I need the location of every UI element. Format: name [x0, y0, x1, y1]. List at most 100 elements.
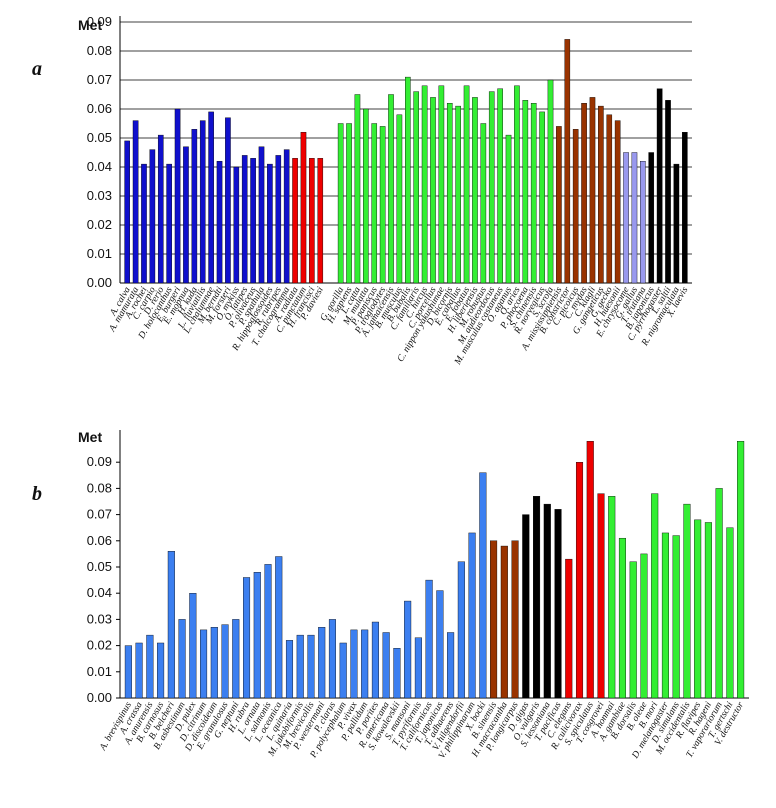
y-tick-label: 0.07 [87, 507, 112, 522]
bar [514, 85, 520, 284]
bar [124, 140, 130, 284]
y-tick-label: 0.08 [87, 480, 112, 495]
bar [354, 94, 361, 284]
y-tick-label: 0.06 [87, 101, 112, 116]
bar [522, 100, 529, 284]
bar [737, 441, 745, 699]
bar [430, 97, 436, 284]
bar [543, 503, 551, 699]
bar [598, 105, 604, 284]
y-tick-label: 0.05 [87, 130, 112, 145]
bar [539, 111, 545, 284]
bar [589, 97, 596, 284]
bar [328, 619, 336, 699]
bar [640, 160, 646, 284]
bar [292, 158, 298, 284]
bar [388, 94, 394, 284]
bar [468, 532, 476, 699]
bar [640, 553, 648, 699]
bar [505, 134, 512, 284]
bar [233, 166, 240, 284]
bar [554, 509, 562, 699]
y-tick-label: 0.02 [87, 217, 112, 232]
bar [556, 126, 562, 284]
y-tick-label: 0.01 [87, 246, 112, 261]
bar [285, 640, 294, 699]
bar [124, 645, 132, 699]
bar [283, 149, 290, 284]
bar [167, 551, 175, 699]
bar [241, 155, 248, 284]
bar [715, 488, 723, 699]
bar [575, 462, 584, 699]
bar [533, 496, 541, 699]
y-tick-label: 0.06 [87, 533, 112, 548]
bar [490, 540, 498, 699]
bar [614, 120, 621, 284]
bar [547, 79, 554, 284]
bar [350, 629, 358, 699]
bar [396, 114, 403, 284]
bar [682, 131, 688, 284]
bar [629, 561, 637, 699]
bar [157, 134, 164, 284]
bar [208, 111, 214, 284]
bar [221, 624, 229, 699]
bar [149, 149, 156, 284]
bar [530, 102, 537, 284]
bar [166, 163, 172, 284]
y-tick-label: 0.03 [87, 611, 112, 626]
bar [371, 621, 379, 699]
bar [253, 572, 261, 699]
y-tick-label: 0.04 [87, 159, 112, 174]
bar [480, 123, 487, 284]
bar [438, 85, 445, 284]
bar [183, 146, 189, 284]
bar [672, 535, 680, 699]
bar [413, 91, 419, 284]
bar [522, 514, 530, 699]
bar [178, 619, 186, 699]
bar [564, 39, 571, 284]
bar [623, 152, 629, 284]
bar [371, 123, 378, 284]
y-tick-label: 0.00 [87, 690, 112, 705]
y-tick-label: 0.02 [87, 638, 112, 653]
bar [651, 493, 659, 699]
bar [191, 129, 198, 284]
bar [382, 632, 390, 699]
bar [404, 600, 412, 699]
bar [216, 160, 223, 284]
bar [393, 648, 401, 699]
chart-panel-b: b Met 0.00 0.01 0.02 0.03 0.04 0.05 0.06 0.07 0.08… [32, 429, 749, 761]
bar [606, 114, 613, 284]
bar [210, 627, 218, 699]
bar [405, 76, 411, 284]
bar [631, 152, 638, 284]
bar [275, 556, 283, 699]
bar [318, 627, 326, 699]
bar [250, 158, 256, 284]
bar [346, 123, 352, 284]
bar [488, 91, 495, 284]
bar [132, 120, 139, 284]
bar [174, 108, 181, 284]
bar [141, 163, 147, 284]
panel-letter: a [32, 58, 42, 80]
bar [581, 102, 587, 284]
bar [436, 590, 444, 699]
bar [157, 642, 165, 699]
bar [511, 540, 519, 699]
bar [618, 537, 627, 699]
bar [264, 564, 272, 699]
bar [463, 85, 470, 284]
bar [455, 105, 461, 284]
bar [586, 441, 594, 699]
bar [309, 158, 315, 284]
bar [146, 634, 154, 699]
bar [242, 577, 251, 699]
bar [497, 88, 503, 284]
y-axis-label: Met [78, 17, 102, 33]
panel-letter: b [32, 483, 42, 505]
